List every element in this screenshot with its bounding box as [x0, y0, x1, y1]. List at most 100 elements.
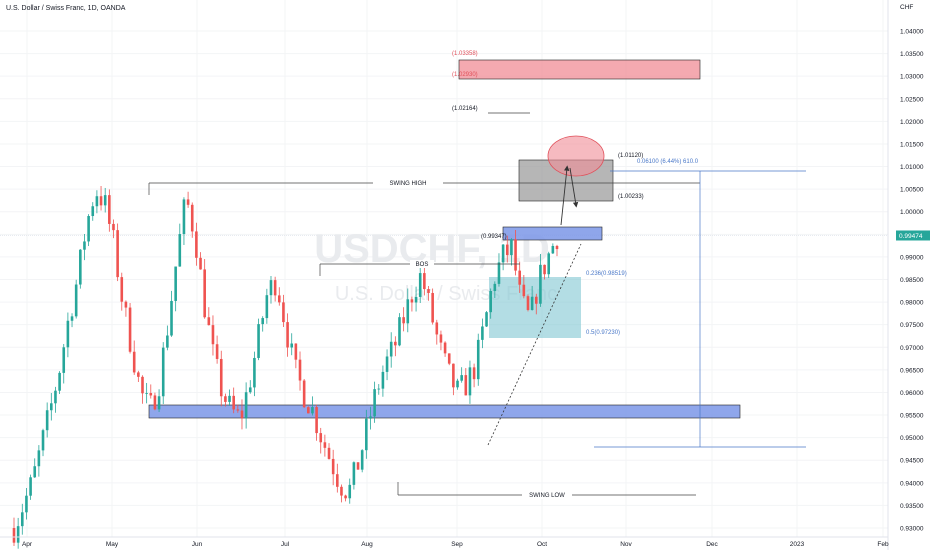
candle — [54, 386, 57, 413]
price-tick-label: 0.94000 — [900, 480, 924, 487]
candle-body — [116, 230, 119, 278]
candle-body — [182, 199, 186, 235]
candle — [232, 387, 235, 414]
candle-body — [551, 245, 555, 254]
last-price-value: 0.99474 — [899, 233, 923, 240]
candle-body — [54, 390, 57, 404]
candle — [402, 307, 405, 332]
candle — [298, 351, 302, 391]
candle — [112, 219, 115, 239]
candle — [66, 312, 70, 358]
time-tick-label: Nov — [620, 541, 632, 548]
candle — [29, 474, 32, 500]
gray-zone-bottom-label: (1.00233) — [618, 194, 644, 200]
candle-body — [277, 295, 281, 303]
candle — [182, 197, 186, 245]
candle — [539, 254, 542, 307]
candle — [302, 378, 306, 409]
candle-body — [95, 196, 99, 207]
candle-body — [190, 204, 194, 232]
candle — [240, 399, 244, 430]
candle-body — [12, 528, 16, 543]
candle-body — [530, 296, 534, 310]
gray-zone-top-label: (1.01120) — [618, 153, 643, 159]
candle-body — [265, 295, 269, 319]
candle — [452, 363, 455, 396]
candle-body — [195, 231, 198, 258]
candle-body — [99, 196, 103, 206]
candle-body — [124, 301, 128, 308]
candle-body — [385, 356, 389, 372]
candle — [128, 302, 132, 354]
candle-body — [319, 433, 323, 443]
candle-body — [145, 393, 148, 394]
fib-zone — [489, 277, 581, 338]
candle-body — [219, 358, 223, 397]
candle-body — [534, 296, 538, 304]
candle — [510, 238, 513, 266]
zones — [148, 59, 741, 419]
blue-top-zone — [502, 226, 603, 241]
candle-body — [79, 249, 82, 285]
candle-body — [435, 322, 439, 335]
price-tick-label: 0.98000 — [900, 300, 924, 307]
candle-body — [439, 334, 443, 343]
candle-body — [348, 484, 352, 499]
candle-body — [161, 347, 165, 397]
candle-body — [510, 239, 513, 256]
candle — [410, 296, 414, 312]
candle-body — [327, 447, 331, 459]
candle-body — [45, 410, 49, 431]
candle-body — [199, 257, 202, 270]
candle — [269, 276, 273, 304]
candle — [137, 370, 140, 383]
candle — [514, 229, 517, 276]
candle-body — [224, 396, 227, 402]
candle-body — [365, 418, 368, 451]
candle — [74, 279, 78, 319]
candle-body — [360, 450, 364, 470]
red-zone-bottom-label: (1.02930) — [452, 72, 478, 78]
arrow-down — [569, 167, 579, 208]
candle-body — [485, 312, 488, 327]
candle — [431, 288, 434, 325]
candle — [83, 233, 86, 261]
candle-body — [394, 341, 397, 346]
candle-body — [522, 284, 526, 297]
blue-demand-zone — [148, 404, 741, 419]
candle-body — [398, 317, 401, 346]
price-tick-label: 1.03500 — [900, 51, 924, 58]
candle-body — [389, 341, 393, 357]
candle — [406, 288, 410, 333]
candle-body — [232, 395, 235, 410]
candle-body — [166, 335, 169, 348]
time-tick-label: Apr — [22, 541, 33, 548]
candle-body — [83, 241, 86, 250]
candle-body — [526, 296, 530, 310]
blue-zone-label: (0.99347) — [481, 234, 507, 240]
price-tick-label: 0.95000 — [900, 435, 924, 442]
candle — [161, 342, 165, 405]
candle-body — [294, 343, 298, 360]
candle-body — [58, 372, 61, 391]
candle — [70, 313, 74, 328]
red-zone-top-label: (1.03358) — [452, 51, 478, 57]
candle — [203, 259, 206, 319]
candle-body — [539, 264, 542, 304]
target-ellipse — [547, 135, 605, 177]
candle-body — [505, 244, 509, 256]
candle-body — [273, 280, 277, 296]
candle-body — [248, 387, 252, 393]
candle-body — [352, 462, 356, 485]
time-tick-label: Jun — [192, 541, 203, 548]
candle — [439, 330, 443, 351]
candle-body — [16, 526, 20, 543]
candle-body — [74, 284, 78, 317]
candle-body — [62, 347, 66, 373]
candle-body — [514, 239, 517, 271]
candle-body — [356, 462, 360, 470]
candle — [315, 404, 318, 441]
trendline — [487, 243, 582, 446]
candle — [435, 319, 439, 345]
